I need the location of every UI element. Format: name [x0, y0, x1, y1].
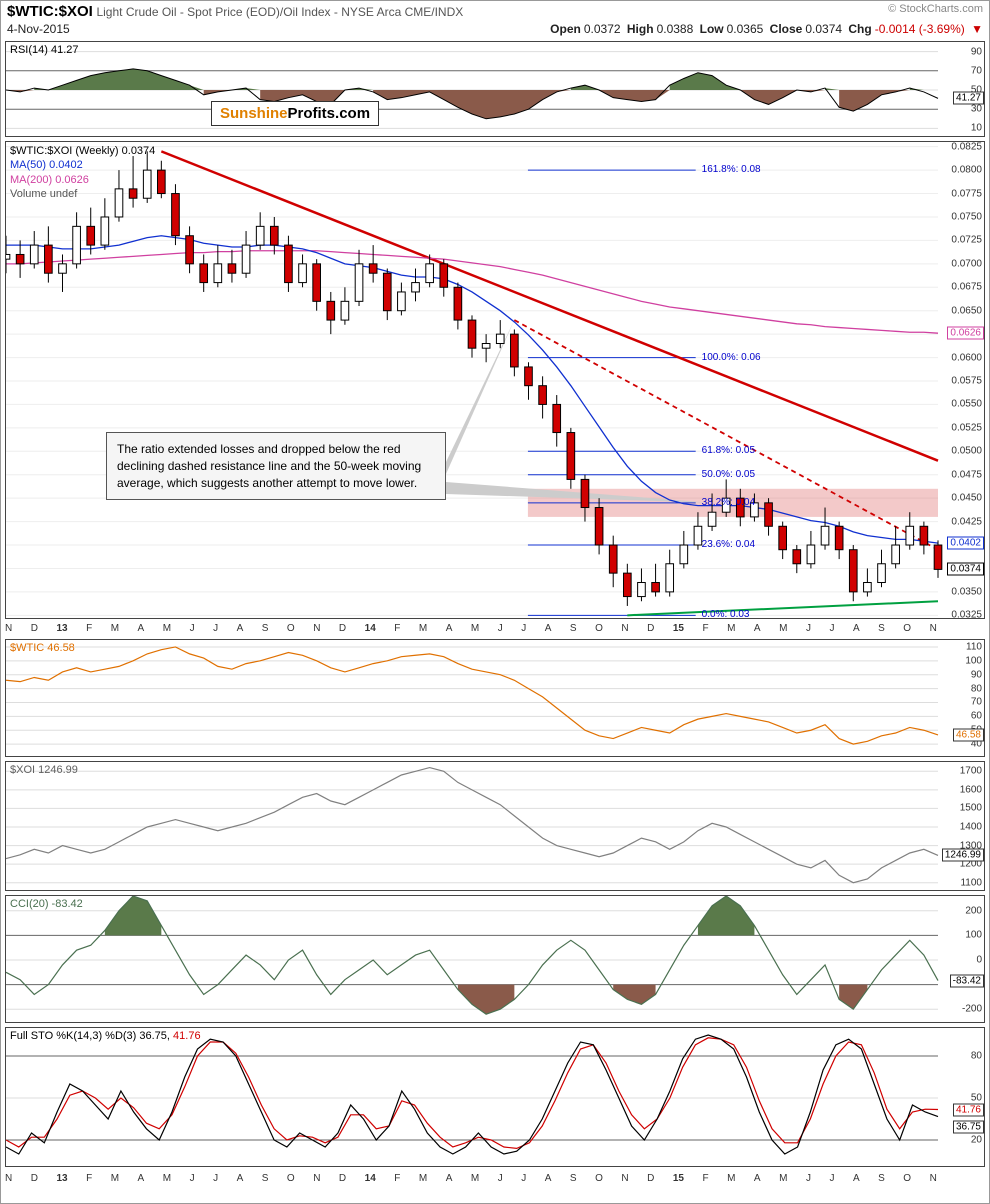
rsi-title: RSI(14) 41.27 [10, 44, 78, 56]
cci-panel: CCI(20) -83.42 -200-1000100200-83.42 [5, 895, 985, 1023]
sto-title: Full STO %K(14,3) %D(3) 36.75, 41.76 [10, 1030, 201, 1042]
xoi-title: $XOI 1246.99 [10, 764, 78, 776]
description: Light Crude Oil - Spot Price (EOD)/Oil I… [96, 5, 463, 19]
xoi-panel: $XOI 1246.99 110012001300140015001600170… [5, 761, 985, 891]
chart-subheader: 4-Nov-2015 Open0.0372 High0.0388 Low0.03… [1, 22, 989, 36]
watermark: SunshineProfits.com [211, 101, 379, 126]
rsi-panel: RSI(14) 41.27 103050709041.27 [5, 41, 985, 137]
x-axis-bottom: ND13FMAMJJASOND14FMAMJJASOND15FMAMJJASON [5, 1171, 937, 1189]
price-panel: $WTIC:$XOI (Weekly) 0.0374 MA(50) 0.0402… [5, 141, 985, 619]
x-axis-mid: ND13FMAMJJASOND14FMAMJJASOND15FMAMJJASON [5, 621, 937, 639]
ohlc: Open0.0372 High0.0388 Low0.0365 Close0.0… [547, 22, 983, 36]
cci-title: CCI(20) -83.42 [10, 898, 83, 910]
chart-date: 4-Nov-2015 [7, 22, 70, 36]
source: © StockCharts.com [888, 3, 983, 15]
sto-panel: Full STO %K(14,3) %D(3) 36.75, 41.76 205… [5, 1027, 985, 1167]
wtic-title: $WTIC 46.58 [10, 642, 75, 654]
chart-header: $WTIC:$XOI Light Crude Oil - Spot Price … [1, 1, 989, 22]
stock-chart: $WTIC:$XOI Light Crude Oil - Spot Price … [0, 0, 990, 1204]
annotation-box: The ratio extended losses and dropped be… [106, 432, 446, 500]
wtic-panel: $WTIC 46.58 40506070809010011046.58 [5, 639, 985, 757]
price-legend: $WTIC:$XOI (Weekly) 0.0374 MA(50) 0.0402… [10, 144, 155, 201]
symbol: $WTIC:$XOI [7, 3, 93, 20]
